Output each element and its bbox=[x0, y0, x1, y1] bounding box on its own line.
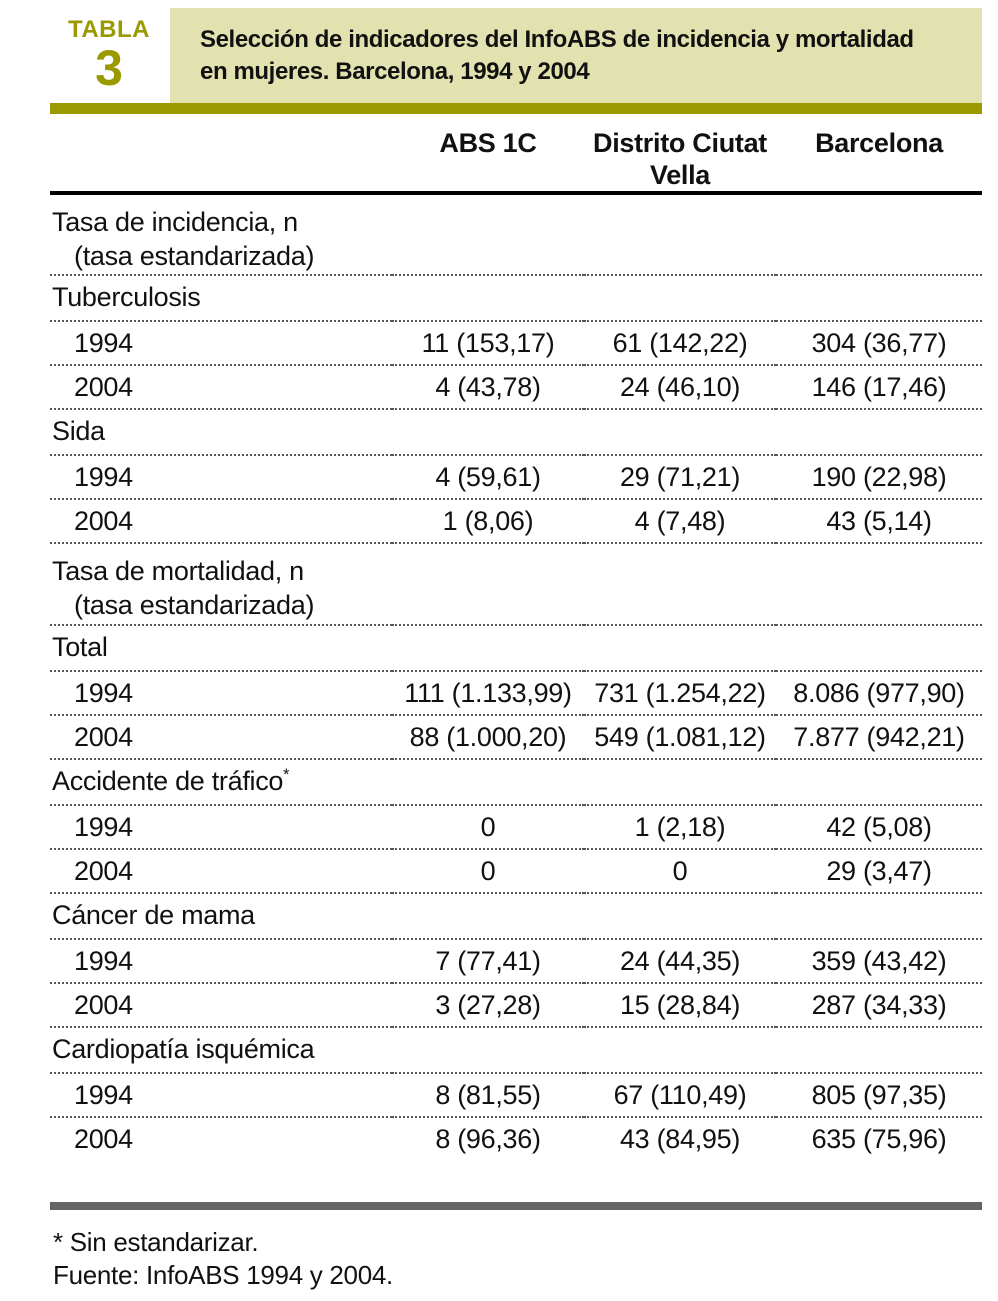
table-title-line2: en mujeres. Barcelona, 1994 y 2004 bbox=[200, 57, 590, 85]
value-cell-col2: 61 (142,22) bbox=[584, 321, 776, 366]
section-label: Sida bbox=[50, 409, 982, 456]
value-cell-col3: 8.086 (977,90) bbox=[776, 671, 982, 716]
table-row-year: 1994 0 1 (2,18) 42 (5,08) bbox=[50, 805, 982, 850]
year-label: 2004 bbox=[50, 365, 392, 410]
column-header-row: ABS 1C Distrito Ciutat Vella Barcelona bbox=[50, 115, 982, 195]
footnote-marker: * bbox=[283, 766, 290, 784]
value-cell-col2: 1 (2,18) bbox=[584, 805, 776, 850]
table-row-section: Tasa de mortalidad, n (tasa estandarizada… bbox=[50, 543, 982, 626]
table-row-year: 2004 88 (1.000,20) 549 (1.081,12) 7.877 (94… bbox=[50, 715, 982, 760]
value-cell-col1: 88 (1.000,20) bbox=[392, 715, 584, 760]
year-label: 2004 bbox=[50, 849, 392, 894]
table-row-year: 1994 8 (81,55) 67 (110,49) 805 (97,35) bbox=[50, 1073, 982, 1118]
value-cell-col3: 359 (43,42) bbox=[776, 939, 982, 984]
value-cell-col2: 15 (28,84) bbox=[584, 983, 776, 1028]
year-label: 2004 bbox=[50, 499, 392, 544]
value-cell-col3: 805 (97,35) bbox=[776, 1073, 982, 1118]
value-cell-col2: 29 (71,21) bbox=[584, 455, 776, 500]
table-row-section: Sida bbox=[50, 409, 982, 456]
indicators-table: ABS 1C Distrito Ciutat Vella Barcelona T… bbox=[50, 115, 982, 1161]
column-header-barcelona: Barcelona bbox=[776, 115, 982, 195]
value-cell-col2: 24 (44,35) bbox=[584, 939, 776, 984]
footnote-standardization: * Sin estandarizar. bbox=[53, 1227, 259, 1257]
footnote-source: Fuente: InfoABS 1994 y 2004. bbox=[53, 1260, 393, 1290]
table-title-box: Selección de indicadores del InfoABS de … bbox=[170, 8, 982, 103]
table-number: 3 bbox=[95, 40, 123, 96]
year-label: 1994 bbox=[50, 321, 392, 366]
section-sublabel: (tasa estandarizada) bbox=[74, 241, 315, 271]
value-cell-col3: 304 (36,77) bbox=[776, 321, 982, 366]
table-row-section: Tasa de incidencia, n (tasa estandarizada… bbox=[50, 193, 982, 276]
year-label: 2004 bbox=[50, 983, 392, 1028]
indicators-table-wrap: ABS 1C Distrito Ciutat Vella Barcelona T… bbox=[50, 115, 982, 1161]
table-row-year: 1994 4 (59,61) 29 (71,21) 190 (22,98) bbox=[50, 455, 982, 500]
year-label: 1994 bbox=[50, 455, 392, 500]
section-label: Tasa de incidencia, n (tasa estandarizada… bbox=[50, 193, 982, 276]
column-header-abs1c: ABS 1C bbox=[392, 115, 584, 195]
table-kicker: TABLA bbox=[67, 16, 151, 43]
year-label: 2004 bbox=[74, 1124, 133, 1154]
value-cell-col2: 731 (1.254,22) bbox=[584, 671, 776, 716]
table-row-section: Tuberculosis bbox=[50, 275, 982, 322]
section-label: Cáncer de mama bbox=[50, 893, 982, 940]
value-cell-col2: 67 (110,49) bbox=[584, 1073, 776, 1118]
table-title-line1: Selección de indicadores del InfoABS de … bbox=[200, 25, 914, 53]
table-row-section: Cardiopatía isquémica bbox=[50, 1027, 982, 1074]
section-label: Total bbox=[50, 625, 982, 672]
value-cell-col2: 549 (1.081,12) bbox=[584, 715, 776, 760]
value-cell-col1: 8 (96,36) bbox=[435, 1124, 541, 1154]
value-cell-col1: 11 (153,17) bbox=[392, 321, 584, 366]
value-cell-col3: 287 (34,33) bbox=[776, 983, 982, 1028]
table-row-year: 2004 8 (96,36) 43 (84,95) 635 (75,96) bbox=[50, 1117, 982, 1161]
year-label: 1994 bbox=[50, 1073, 392, 1118]
value-cell-col1: 0 bbox=[392, 805, 584, 850]
table-row-year: 2004 3 (27,28) 15 (28,84) 287 (34,33) bbox=[50, 983, 982, 1028]
value-cell-col3: 42 (5,08) bbox=[776, 805, 982, 850]
table-row-section: Total bbox=[50, 625, 982, 672]
table-body: Tasa de incidencia, n (tasa estandarizada… bbox=[50, 193, 982, 1161]
value-cell-col1: 0 bbox=[392, 849, 584, 894]
value-cell-col1: 1 (8,06) bbox=[392, 499, 584, 544]
value-cell-col1: 4 (59,61) bbox=[392, 455, 584, 500]
year-label: 2004 bbox=[50, 715, 392, 760]
value-cell-col2: 43 (84,95) bbox=[619, 1124, 741, 1154]
value-cell-col1: 8 (81,55) bbox=[392, 1073, 584, 1118]
section-sublabel: (tasa estandarizada) bbox=[74, 590, 315, 620]
header-accent-bar bbox=[50, 103, 982, 114]
year-label: 1994 bbox=[50, 939, 392, 984]
table-row-year: 1994 111 (1.133,99) 731 (1.254,22) 8.086 (9… bbox=[50, 671, 982, 716]
table-row-year: 2004 4 (43,78) 24 (46,10) 146 (17,46) bbox=[50, 365, 982, 410]
value-cell-col3: 635 (75,96) bbox=[811, 1124, 947, 1154]
section-label: Accidente de tráfico* bbox=[50, 759, 982, 806]
table-label-block: TABLA 3 bbox=[50, 16, 168, 96]
section-label: Tasa de mortalidad, n (tasa estandarizada… bbox=[50, 543, 982, 626]
table-row-year: 1994 7 (77,41) 24 (44,35) 359 (43,42) bbox=[50, 939, 982, 984]
corner-cell bbox=[50, 115, 392, 195]
table-row-section: Accidente de tráfico* bbox=[50, 759, 982, 806]
value-cell-col3: 29 (3,47) bbox=[776, 849, 982, 894]
section-label: Cardiopatía isquémica bbox=[50, 1027, 982, 1074]
value-cell-col3: 43 (5,14) bbox=[776, 499, 982, 544]
value-cell-col2: 24 (46,10) bbox=[584, 365, 776, 410]
table-row-year: 1994 11 (153,17) 61 (142,22) 304 (36,77) bbox=[50, 321, 982, 366]
year-label: 1994 bbox=[50, 805, 392, 850]
table-row-section: Cáncer de mama bbox=[50, 893, 982, 940]
value-cell-col3: 190 (22,98) bbox=[776, 455, 982, 500]
value-cell-col1: 111 (1.133,99) bbox=[392, 671, 584, 716]
footnotes: * Sin estandarizar. Fuente: InfoABS 1994… bbox=[53, 1226, 393, 1292]
column-header-distrito-ciutat-vella: Distrito Ciutat Vella bbox=[584, 115, 776, 195]
value-cell-col3: 146 (17,46) bbox=[776, 365, 982, 410]
value-cell-col2: 0 bbox=[584, 849, 776, 894]
value-cell-col1: 4 (43,78) bbox=[392, 365, 584, 410]
year-label: 1994 bbox=[50, 671, 392, 716]
value-cell-col2: 4 (7,48) bbox=[584, 499, 776, 544]
table-bottom-rule bbox=[50, 1202, 982, 1210]
value-cell-col3: 7.877 (942,21) bbox=[776, 715, 982, 760]
section-label: Tuberculosis bbox=[50, 275, 982, 322]
table-row-year: 2004 1 (8,06) 4 (7,48) 43 (5,14) bbox=[50, 499, 982, 544]
value-cell-col1: 3 (27,28) bbox=[392, 983, 584, 1028]
value-cell-col1: 7 (77,41) bbox=[392, 939, 584, 984]
table-row-year: 2004 0 0 29 (3,47) bbox=[50, 849, 982, 894]
